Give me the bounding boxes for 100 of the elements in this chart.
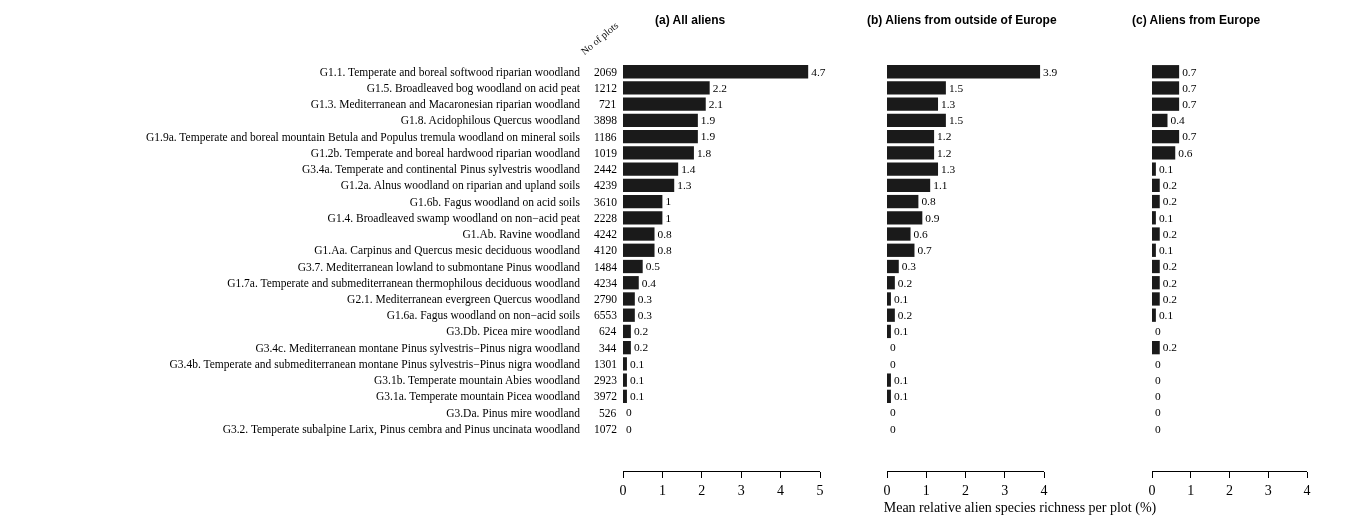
y2-tick-label: 1019 <box>594 147 618 159</box>
y2-tick-label: 2790 <box>594 293 618 305</box>
data-label: 0.7 <box>1182 65 1197 78</box>
data-label: 1.3 <box>941 98 956 110</box>
y2-tick-label: 4120 <box>594 244 618 256</box>
data-label: 1.9 <box>700 130 716 143</box>
bar <box>623 162 679 176</box>
x-tick-label: 3 <box>1001 482 1009 498</box>
y2-tick-label: 3610 <box>594 196 618 208</box>
y2-tick-label: 1301 <box>594 358 618 370</box>
y-tick-label: G1.4. Broadleaved swamp woodland on non−acid peat <box>327 211 581 225</box>
y2-tick-label: 624 <box>599 325 617 337</box>
data-label: 0.2 <box>1162 341 1178 354</box>
y-tick-label: G1.3. Mediterranean and Macaronesian riparian woodland <box>310 98 581 112</box>
data-label: 0.2 <box>1162 195 1178 208</box>
data-label: 0.2 <box>897 308 913 321</box>
x-tick-label: 1 <box>922 482 930 498</box>
y-tick-label: G3.4b. Temperate and submediterranean montane Pinus sylvestris−Pinus nigra woodland <box>169 357 581 371</box>
bar <box>623 211 663 225</box>
data-label: 0 <box>890 341 896 354</box>
y-tick-label: G1.5. Broadleaved bog woodland on acid peat <box>366 82 581 95</box>
data-label: 0.1 <box>1158 162 1174 175</box>
bar <box>623 292 635 306</box>
chart-title: (c) Aliens from Europe <box>1132 13 1261 28</box>
bar <box>887 373 891 387</box>
bar <box>887 243 915 257</box>
data-label: 0.3 <box>901 260 917 273</box>
data-label: 0.5 <box>645 260 661 273</box>
x-tick-label: 0 <box>619 482 627 498</box>
bar <box>887 178 931 192</box>
y-tick-label: G1.8. Acidophilous Quercus woodland <box>400 114 581 128</box>
data-label: 0.7 <box>1182 98 1197 110</box>
y2-tick-label: 2923 <box>594 374 618 386</box>
data-label: 0.1 <box>893 390 909 403</box>
data-label: 0.2 <box>897 276 913 289</box>
data-label: 0.6 <box>1178 146 1193 159</box>
data-label: 0.7 <box>1182 81 1197 94</box>
data-label: 0.1 <box>893 373 909 386</box>
data-label: 1.5 <box>948 81 964 94</box>
data-label: 0 <box>1155 357 1161 370</box>
data-label: 0 <box>890 357 896 370</box>
y-tick-label: G1.6b. Fagus woodland on acid soils <box>409 195 581 209</box>
data-label: 1 <box>665 195 672 208</box>
x-tick-label: 4 <box>1303 482 1311 498</box>
y-tick-label: G1.Aa. Carpinus and Quercus mesic deciduous woodland <box>314 244 581 258</box>
y2-tick-label: 3898 <box>594 114 618 126</box>
bar <box>623 113 698 128</box>
y-tick-label: G1.2b. Temperate and boreal hardwood riparian woodland <box>310 146 581 160</box>
y-tick-label: G3.1b. Temperate mountain Abies woodland <box>374 374 581 388</box>
data-label: 0 <box>1155 422 1161 435</box>
data-label: 0.4 <box>641 276 657 289</box>
y2-tick-label: 6553 <box>594 309 618 321</box>
y-tick-label: G3.4c. Mediterranean montane Pinus sylvestris−Pinus nigra woodland <box>255 341 581 355</box>
data-label: 1.3 <box>677 179 692 192</box>
bar <box>623 194 663 209</box>
data-label: 0.1 <box>1158 211 1174 224</box>
y-tick-label: G3.1a. Temperate mountain Picea woodland <box>375 390 581 404</box>
x-tick-label: 3 <box>1264 482 1272 498</box>
data-label: 0 <box>626 406 632 419</box>
y-tick-label: G3.4a. Temperate and continental Pinus sylvestris woodland <box>301 163 581 177</box>
bar <box>623 130 698 144</box>
data-label: 0 <box>890 422 896 435</box>
data-label: 0.3 <box>637 308 653 321</box>
bar <box>887 162 939 176</box>
data-label: 0.8 <box>657 244 673 257</box>
bar <box>887 227 911 241</box>
y-tick-label: G1.6a. Fagus woodland on non−acid soils <box>386 309 581 323</box>
x-tick-label: 5 <box>816 482 824 498</box>
bar <box>887 259 899 274</box>
y-tick-label: G1.7a. Temperate and submediterranean thermophilous deciduous woodland <box>227 276 581 290</box>
x-tick-label: 0 <box>883 482 891 498</box>
data-label: 0.1 <box>629 373 645 386</box>
bar <box>623 243 655 257</box>
data-label: 0.8 <box>921 195 936 208</box>
x-tick-label: 2 <box>1226 482 1233 498</box>
data-label: 1.8 <box>696 146 712 159</box>
bar <box>623 308 635 322</box>
y-tick-label: G2.1. Mediterranean evergreen Quercus woodland <box>347 292 581 306</box>
y2-axis-title: No of plots <box>578 19 621 57</box>
y2-tick-label: 3972 <box>594 390 618 402</box>
bar <box>623 357 627 371</box>
data-label: 0.1 <box>629 390 645 403</box>
bar <box>887 113 946 128</box>
bar <box>623 389 627 403</box>
y2-tick-label: 1072 <box>594 423 618 435</box>
bar <box>887 324 891 339</box>
bar <box>623 178 675 192</box>
y2-tick-label: 721 <box>599 98 617 110</box>
data-label: 0 <box>1155 373 1161 386</box>
data-label: 0.4 <box>1170 114 1186 127</box>
data-label: 0.1 <box>893 292 909 305</box>
data-label: 0.3 <box>637 292 653 305</box>
x-tick-label: 3 <box>737 482 745 498</box>
data-label: 0.7 <box>1182 130 1197 143</box>
data-label: 0 <box>626 422 632 435</box>
data-label: 2.1 <box>708 98 724 110</box>
y2-tick-label: 526 <box>599 407 617 419</box>
y-tick-label: G1.1. Temperate and boreal softwood riparian woodland <box>319 65 581 79</box>
bar <box>887 389 891 403</box>
data-label: 0 <box>890 406 896 419</box>
